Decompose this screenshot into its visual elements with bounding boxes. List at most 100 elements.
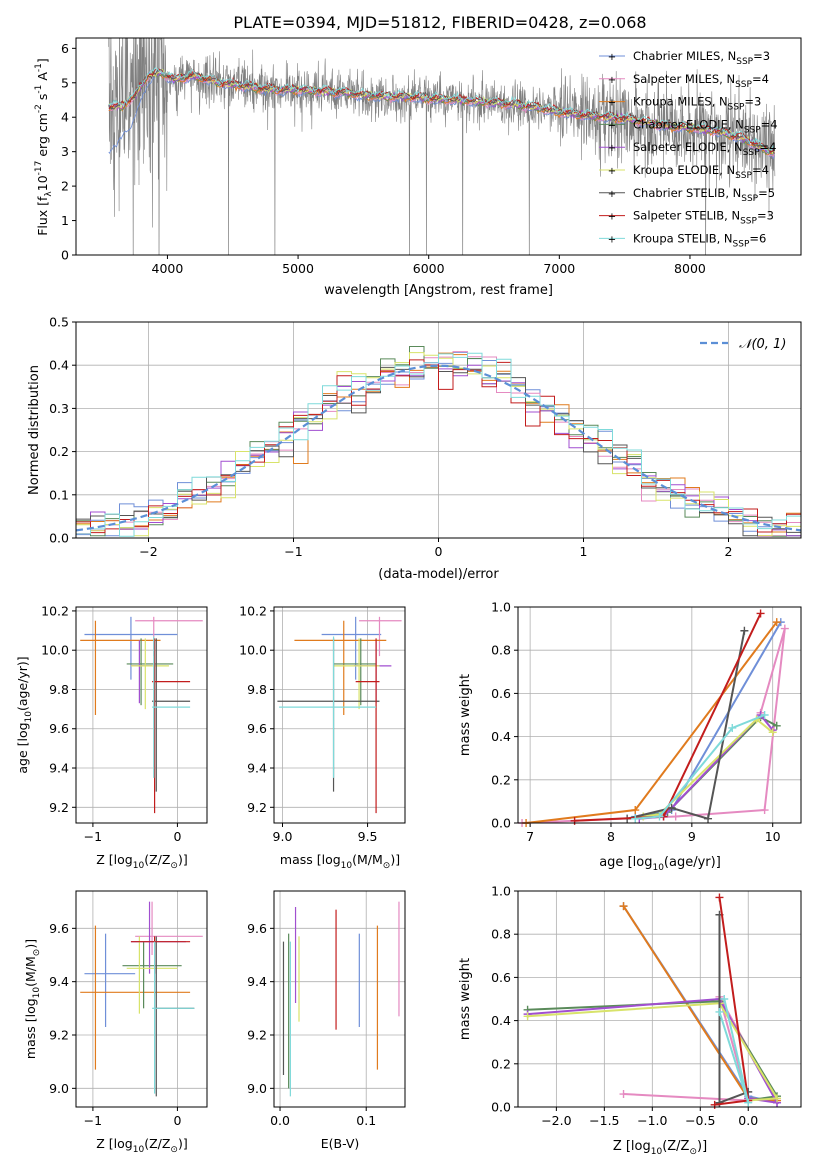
x-axis-label-part: mass [log bbox=[280, 852, 341, 867]
y-axis-label-part: λ bbox=[44, 191, 54, 197]
spectrum-model-line bbox=[108, 66, 775, 154]
legend-entry-label-part: Salpeter MILES, N bbox=[633, 72, 735, 86]
data-point bbox=[740, 626, 749, 635]
legend-entry-label-part: =3 bbox=[753, 49, 770, 63]
y-axis-label-part: (M/M bbox=[23, 956, 38, 987]
x-axis-label-part: age [log bbox=[599, 855, 652, 870]
legend-entry-label: Kroupa ELODIE, NSSP=4 bbox=[633, 163, 769, 181]
legend-marker: + bbox=[608, 212, 616, 223]
y-tick-label: 0.4 bbox=[491, 1013, 511, 1028]
data-point bbox=[773, 1094, 782, 1103]
data-point bbox=[756, 609, 765, 618]
x-tick-label: −1 bbox=[284, 544, 302, 559]
y-tick-label: 1 bbox=[61, 213, 69, 228]
legend-entry-label-part: Kroupa MILES, N bbox=[633, 95, 728, 109]
x-tick-label: 7000 bbox=[543, 261, 575, 276]
data-point bbox=[715, 1098, 724, 1107]
x-tick-label: 6000 bbox=[413, 261, 445, 276]
legend-entry-label: Salpeter MILES, NSSP=4 bbox=[633, 72, 769, 90]
y-axis-label-part: -1 bbox=[34, 63, 44, 72]
y-axis-label-part: 10 bbox=[35, 175, 50, 191]
y-axis-label-part: -17 bbox=[34, 161, 44, 176]
data-point bbox=[710, 1100, 719, 1109]
y-tick-label: 0 bbox=[61, 248, 69, 263]
legend-entry-label: Chabrier MILES, NSSP=3 bbox=[633, 49, 770, 67]
x-tick-label: 0 bbox=[435, 544, 443, 559]
y-tick-label: 0.2 bbox=[49, 444, 69, 459]
legend-entry-label-part: =4 bbox=[752, 72, 769, 86]
x-axis-label-part: 10 bbox=[341, 861, 353, 871]
mass-weight-line bbox=[521, 628, 786, 824]
y-tick-label: 4 bbox=[61, 110, 69, 125]
mass_vs_ebv-axes: 0.0 0.1 9.0 9.2 9.4 9.6 E(B-V) bbox=[247, 890, 406, 1151]
legend-entry-label-part: SSP bbox=[743, 148, 760, 158]
x-tick-label: 1 bbox=[580, 544, 588, 559]
y-tick-label: 9.2 bbox=[49, 1028, 69, 1043]
y-tick-label: 0.8 bbox=[491, 643, 511, 658]
y-axis-label: Normed distribution bbox=[27, 365, 42, 495]
x-axis-label-part: (M/M bbox=[352, 852, 383, 867]
data-point bbox=[619, 1090, 628, 1099]
x-axis-label-part: (Z/Z bbox=[662, 1139, 689, 1154]
data-point bbox=[772, 721, 781, 730]
y-axis-label-part: )] bbox=[23, 939, 38, 949]
x-axis-label-part: (Z/Z bbox=[144, 852, 170, 867]
axes-frame bbox=[517, 890, 802, 1108]
x-axis-label-part: 10 bbox=[651, 1147, 663, 1157]
data-point bbox=[631, 814, 640, 823]
y-axis-label-part: -2 bbox=[34, 104, 44, 113]
data-point bbox=[704, 814, 713, 823]
legend-marker: + bbox=[608, 98, 616, 109]
y-tick-label: 0.0 bbox=[491, 1100, 511, 1115]
axes-frame bbox=[75, 321, 802, 539]
x-tick-label: 0 bbox=[173, 1113, 181, 1128]
x-tick-label: 0.0 bbox=[270, 1113, 290, 1128]
legend-entry-label-part: Kroupa ELODIE, N bbox=[633, 163, 735, 177]
y-axis-label: Flux [fλ10-17 erg cm-2 s-1 A-1] bbox=[34, 58, 54, 236]
data-point bbox=[760, 711, 769, 719]
x-tick-label: 8000 bbox=[674, 261, 706, 276]
x-axis-label-part: ⊙ bbox=[383, 861, 391, 871]
y-tick-label: 1.0 bbox=[491, 884, 511, 899]
y-tick-label: 9.0 bbox=[49, 1081, 69, 1096]
legend-marker: + bbox=[608, 120, 616, 131]
y-axis-label-part: -1 bbox=[34, 85, 44, 94]
y-axis-label-part: 10 bbox=[32, 987, 42, 999]
legend-entry-label-part: SSP bbox=[744, 125, 761, 135]
y-tick-label: 0.4 bbox=[491, 729, 511, 744]
y-tick-label: 9.4 bbox=[247, 761, 267, 776]
legend-entry-label-part: SSP bbox=[728, 103, 745, 113]
y-tick-label: 3 bbox=[61, 144, 69, 159]
legend-entry-label: Kroupa STELIB, NSSP=6 bbox=[633, 231, 766, 249]
data-point bbox=[728, 723, 737, 732]
x-axis-label: E(B-V) bbox=[321, 1136, 360, 1151]
y-axis-label-part: 10 bbox=[24, 711, 34, 723]
legend-entry-label-part: SSP bbox=[741, 194, 758, 204]
data-point bbox=[667, 803, 676, 812]
data-point bbox=[570, 816, 579, 825]
legend-marker: + bbox=[608, 166, 616, 177]
y-tick-label: 0.0 bbox=[49, 531, 69, 546]
x-tick-label: −1 bbox=[84, 1113, 102, 1128]
legend-entry-label-part: =4 bbox=[761, 117, 778, 131]
x-axis-label: Z [log10(Z/Z⊙)] bbox=[96, 1136, 187, 1155]
y-tick-label: 0.5 bbox=[49, 315, 69, 330]
x-tick-label: −2 bbox=[139, 544, 157, 559]
y-tick-label: 0.1 bbox=[49, 487, 69, 502]
y-tick-label: 9.6 bbox=[49, 921, 69, 936]
mass-weight-line bbox=[527, 1002, 779, 1102]
x-axis-label-part: ⊙ bbox=[170, 861, 178, 871]
y-tick-label: 6 bbox=[61, 41, 69, 56]
x-tick-label: 9.0 bbox=[273, 829, 293, 844]
y-axis-label-part: ] bbox=[35, 58, 50, 63]
x-tick-label: 2 bbox=[725, 544, 733, 559]
x-axis-label-part: Z [log bbox=[613, 1139, 651, 1154]
legend-entry-label-part: =3 bbox=[744, 95, 761, 109]
y-axis-label-part: mass [log bbox=[23, 998, 38, 1059]
y-axis-label: mass weight bbox=[458, 958, 473, 1040]
x-tick-label: 0 bbox=[173, 829, 181, 844]
data-point bbox=[631, 806, 640, 815]
legend-entry-label: Chabrier STELIB, NSSP=5 bbox=[633, 186, 775, 204]
x-tick-label: 4000 bbox=[152, 261, 184, 276]
